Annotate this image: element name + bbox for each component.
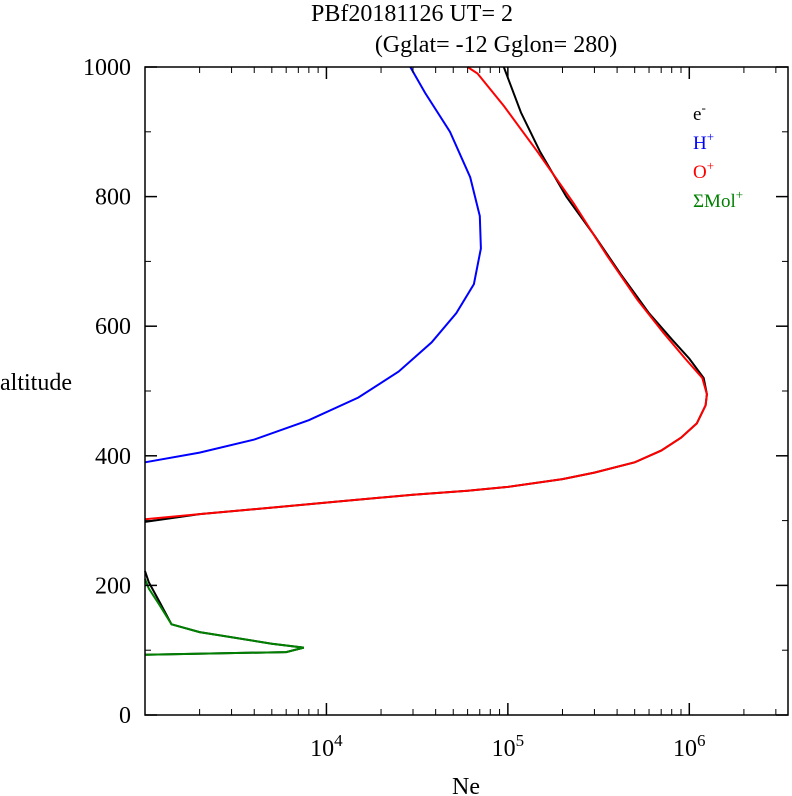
y-axis-label: altitude <box>0 370 72 396</box>
y-tick-label-1: 200 <box>95 573 131 599</box>
legend-entry-0: e- <box>693 100 706 125</box>
series-line-1-0 <box>144 66 482 464</box>
y-tick-label-4: 800 <box>95 185 131 211</box>
legend-entry-2: O+ <box>693 158 714 183</box>
y-tick-label-3: 600 <box>95 314 131 340</box>
series-line-0-1 <box>144 66 708 523</box>
plot-area: 0 200 400 600 800 1000 104 105 106 e- H+ O+ ΣMol+ <box>83 55 789 762</box>
x-tick-label-0: 104 <box>310 731 343 762</box>
x-axis-label: Ne <box>452 774 480 796</box>
chart-subtitle: (Gglat= -12 Gglon= 280) <box>375 32 617 58</box>
series-line-3-0 <box>144 578 305 656</box>
chart-title: PBf20181126 UT= 2 <box>311 1 513 27</box>
series-line-2-0 <box>144 66 708 521</box>
y-tick-label-2: 400 <box>95 444 131 470</box>
series-line-0-0 <box>144 570 305 656</box>
y-tick-label-5: 1000 <box>83 55 131 81</box>
x-tick-label-2: 106 <box>673 731 706 762</box>
plot-frame <box>144 66 789 716</box>
legend-entry-3: ΣMol+ <box>693 187 743 212</box>
x-tick-label-1: 105 <box>492 731 525 762</box>
y-tick-label-0: 0 <box>119 703 131 729</box>
legend-entry-1: H+ <box>693 129 714 154</box>
